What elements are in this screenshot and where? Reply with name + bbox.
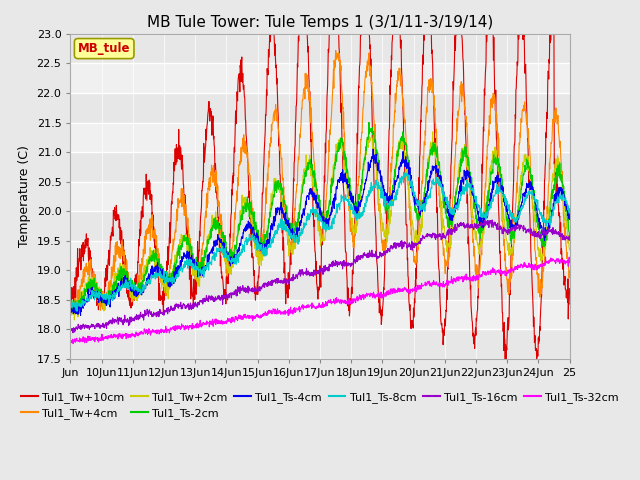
Tul1_Ts-2cm bbox=[307, 165, 315, 170]
Tul1_Ts-8cm bbox=[67, 303, 74, 309]
Tul1_Ts-16cm bbox=[67, 327, 74, 333]
Tul1_Ts-8cm bbox=[511, 215, 519, 221]
Tul1_Tw+10cm bbox=[566, 286, 573, 291]
Line: Tul1_Ts-32cm: Tul1_Ts-32cm bbox=[70, 257, 570, 344]
Tul1_Ts-2cm bbox=[566, 236, 573, 241]
Tul1_Tw+4cm bbox=[566, 268, 573, 274]
Tul1_Ts-4cm bbox=[307, 186, 315, 192]
Tul1_Ts-4cm bbox=[298, 220, 305, 226]
Tul1_Tw+2cm bbox=[307, 173, 315, 179]
Tul1_Ts-8cm bbox=[566, 205, 573, 211]
Tul1_Tw+2cm bbox=[429, 129, 436, 135]
Tul1_Ts-16cm bbox=[438, 236, 445, 241]
Tul1_Tw+4cm bbox=[560, 214, 568, 220]
Tul1_Ts-2cm bbox=[511, 224, 519, 230]
Tul1_Tw+10cm bbox=[511, 137, 519, 143]
Tul1_Ts-32cm bbox=[541, 254, 549, 260]
Tul1_Tw+4cm bbox=[145, 222, 153, 228]
Tul1_Ts-2cm bbox=[365, 120, 372, 125]
Tul1_Ts-4cm bbox=[67, 303, 74, 309]
Tul1_Ts-2cm bbox=[145, 257, 153, 263]
Tul1_Tw+4cm bbox=[298, 116, 305, 121]
Tul1_Ts-4cm bbox=[438, 180, 445, 186]
Tul1_Ts-32cm bbox=[560, 258, 568, 264]
Bar bbox=[70, 211, 570, 241]
Tul1_Tw+10cm bbox=[560, 275, 568, 281]
Tul1_Ts-32cm bbox=[566, 260, 573, 265]
Tul1_Ts-16cm bbox=[298, 269, 305, 275]
Tul1_Tw+4cm bbox=[67, 310, 75, 316]
Bar bbox=[70, 93, 570, 122]
Tul1_Ts-8cm bbox=[145, 277, 153, 283]
Tul1_Ts-32cm bbox=[307, 302, 315, 308]
Legend: Tul1_Tw+10cm, Tul1_Tw+4cm, Tul1_Tw+2cm, Tul1_Ts-2cm, Tul1_Ts-4cm, Tul1_Ts-8cm, T: Tul1_Tw+10cm, Tul1_Tw+4cm, Tul1_Tw+2cm, … bbox=[17, 387, 623, 423]
Tul1_Ts-2cm bbox=[438, 181, 445, 187]
Tul1_Tw+2cm bbox=[67, 312, 74, 317]
Tul1_Tw+4cm bbox=[332, 48, 340, 53]
Tul1_Tw+10cm bbox=[307, 139, 315, 144]
Tul1_Ts-4cm bbox=[145, 271, 153, 276]
Tul1_Ts-4cm bbox=[511, 224, 519, 229]
Tul1_Tw+10cm bbox=[266, 31, 274, 37]
Tul1_Ts-32cm bbox=[67, 341, 74, 347]
Tul1_Tw+2cm bbox=[298, 187, 305, 193]
Text: MB_tule: MB_tule bbox=[78, 42, 131, 55]
Tul1_Tw+2cm bbox=[438, 198, 445, 204]
Y-axis label: Temperature (C): Temperature (C) bbox=[18, 145, 31, 247]
Tul1_Ts-32cm bbox=[145, 326, 153, 332]
Tul1_Ts-2cm bbox=[72, 311, 80, 316]
Tul1_Ts-4cm bbox=[369, 146, 377, 152]
Tul1_Tw+10cm bbox=[67, 303, 74, 309]
Line: Tul1_Ts-8cm: Tul1_Ts-8cm bbox=[70, 172, 570, 311]
Tul1_Ts-16cm bbox=[488, 217, 496, 223]
Tul1_Ts-8cm bbox=[298, 226, 305, 231]
Tul1_Tw+4cm bbox=[511, 211, 519, 217]
Tul1_Tw+10cm bbox=[145, 192, 152, 197]
Tul1_Ts-16cm bbox=[560, 233, 568, 239]
Tul1_Tw+2cm bbox=[70, 317, 78, 323]
Line: Tul1_Ts-4cm: Tul1_Ts-4cm bbox=[70, 149, 570, 315]
Line: Tul1_Ts-16cm: Tul1_Ts-16cm bbox=[70, 220, 570, 333]
Tul1_Ts-4cm bbox=[566, 216, 573, 222]
Tul1_Ts-8cm bbox=[438, 187, 445, 193]
Tul1_Tw+2cm bbox=[560, 199, 568, 205]
Line: Tul1_Tw+4cm: Tul1_Tw+4cm bbox=[70, 50, 570, 313]
Tul1_Tw+4cm bbox=[67, 302, 74, 308]
Tul1_Ts-8cm bbox=[307, 207, 315, 213]
Tul1_Ts-8cm bbox=[73, 308, 81, 314]
Tul1_Tw+2cm bbox=[566, 247, 573, 252]
Tul1_Ts-16cm bbox=[566, 233, 573, 239]
Tul1_Tw+10cm bbox=[438, 322, 445, 328]
Tul1_Ts-16cm bbox=[69, 330, 77, 336]
Tul1_Ts-2cm bbox=[560, 184, 568, 190]
Bar bbox=[70, 34, 570, 63]
Tul1_Ts-2cm bbox=[67, 303, 74, 309]
Tul1_Ts-16cm bbox=[307, 272, 315, 277]
Tul1_Ts-4cm bbox=[560, 192, 568, 198]
Tul1_Ts-16cm bbox=[145, 308, 153, 314]
Tul1_Tw+4cm bbox=[438, 233, 445, 239]
Bar bbox=[70, 329, 570, 359]
Tul1_Tw+10cm bbox=[298, 31, 305, 37]
Bar bbox=[70, 152, 570, 181]
Tul1_Ts-32cm bbox=[298, 305, 305, 311]
Tul1_Ts-32cm bbox=[69, 341, 77, 347]
Line: Tul1_Tw+2cm: Tul1_Tw+2cm bbox=[70, 132, 570, 320]
Title: MB Tule Tower: Tule Temps 1 (3/1/11-3/19/14): MB Tule Tower: Tule Temps 1 (3/1/11-3/19… bbox=[147, 15, 493, 30]
Tul1_Tw+2cm bbox=[145, 262, 153, 267]
Tul1_Ts-32cm bbox=[511, 265, 518, 271]
Line: Tul1_Ts-2cm: Tul1_Ts-2cm bbox=[70, 122, 570, 313]
Tul1_Ts-2cm bbox=[298, 193, 305, 199]
Line: Tul1_Tw+10cm: Tul1_Tw+10cm bbox=[70, 34, 570, 359]
Tul1_Ts-4cm bbox=[77, 312, 84, 318]
Tul1_Tw+10cm bbox=[501, 356, 509, 362]
Tul1_Ts-8cm bbox=[400, 169, 408, 175]
Tul1_Ts-8cm bbox=[560, 194, 568, 200]
Tul1_Tw+4cm bbox=[307, 120, 315, 126]
Tul1_Ts-32cm bbox=[438, 283, 445, 288]
Bar bbox=[70, 270, 570, 300]
Tul1_Ts-16cm bbox=[511, 228, 519, 234]
Tul1_Tw+2cm bbox=[511, 231, 519, 237]
